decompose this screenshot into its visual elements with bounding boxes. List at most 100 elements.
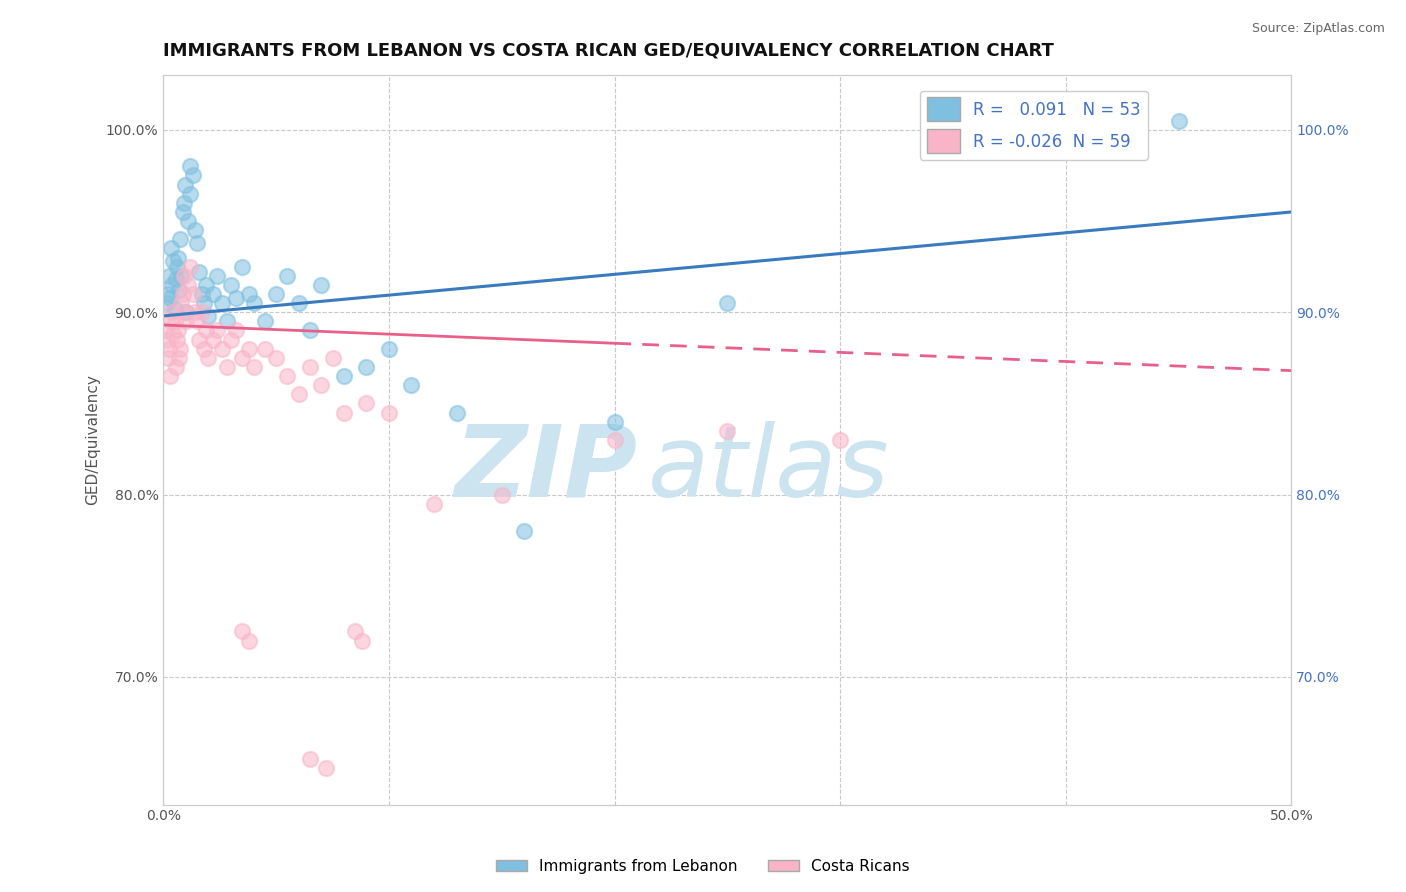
Point <box>184 305 207 319</box>
Point <box>287 387 309 401</box>
Point <box>179 260 201 274</box>
Point <box>298 359 321 374</box>
Point <box>156 351 179 365</box>
Point <box>193 296 215 310</box>
Text: Source: ZipAtlas.com: Source: ZipAtlas.com <box>1251 22 1385 36</box>
Point <box>170 296 193 310</box>
Point <box>309 277 332 292</box>
Point <box>378 342 401 356</box>
Point <box>181 169 204 183</box>
Point <box>156 287 179 301</box>
Point <box>173 305 195 319</box>
Point <box>231 624 253 639</box>
Text: IMMIGRANTS FROM LEBANON VS COSTA RICAN GED/EQUIVALENCY CORRELATION CHART: IMMIGRANTS FROM LEBANON VS COSTA RICAN G… <box>163 42 1054 60</box>
Point <box>231 351 253 365</box>
Point <box>177 214 200 228</box>
Point <box>219 333 242 347</box>
Point <box>167 324 190 338</box>
Point <box>173 195 195 210</box>
Point <box>333 369 356 384</box>
Point <box>186 314 208 328</box>
Point <box>159 369 181 384</box>
Point <box>156 333 179 347</box>
Text: ZIP: ZIP <box>454 421 637 517</box>
Point <box>156 296 179 310</box>
Point <box>190 305 212 319</box>
Point <box>160 314 183 328</box>
Point <box>603 415 626 429</box>
Point <box>179 160 201 174</box>
Point <box>219 277 242 292</box>
Point <box>315 761 337 775</box>
Legend: Immigrants from Lebanon, Costa Ricans: Immigrants from Lebanon, Costa Ricans <box>491 853 915 880</box>
Point <box>166 260 188 274</box>
Point <box>173 268 195 283</box>
Point <box>215 314 238 328</box>
Point <box>716 424 738 438</box>
Point <box>163 301 186 316</box>
Point <box>201 287 224 301</box>
Point <box>356 359 378 374</box>
Point <box>287 296 309 310</box>
Point <box>211 342 233 356</box>
Legend: R =   0.091   N = 53, R = -0.026  N = 59: R = 0.091 N = 53, R = -0.026 N = 59 <box>920 91 1147 160</box>
Point <box>333 406 356 420</box>
Point <box>190 287 212 301</box>
Point <box>159 291 181 305</box>
Point <box>264 351 287 365</box>
Point <box>167 351 190 365</box>
Point <box>830 433 852 447</box>
Point <box>173 178 195 192</box>
Point <box>195 277 218 292</box>
Point <box>195 324 218 338</box>
Point <box>172 205 194 219</box>
Point <box>193 342 215 356</box>
Point <box>170 268 193 283</box>
Point <box>242 296 264 310</box>
Point <box>165 359 187 374</box>
Point <box>378 406 401 420</box>
Point <box>157 342 180 356</box>
Point <box>215 359 238 374</box>
Point <box>423 497 446 511</box>
Point <box>264 287 287 301</box>
Point <box>172 287 194 301</box>
Y-axis label: GED/Equivalency: GED/Equivalency <box>86 375 100 506</box>
Point <box>160 242 183 256</box>
Point <box>207 268 229 283</box>
Point <box>225 291 247 305</box>
Point <box>231 260 253 274</box>
Point <box>186 235 208 250</box>
Point <box>1167 113 1189 128</box>
Point <box>276 268 298 283</box>
Point <box>513 524 536 538</box>
Point <box>211 296 233 310</box>
Point <box>253 342 276 356</box>
Point <box>446 406 468 420</box>
Point <box>242 359 264 374</box>
Point <box>155 324 177 338</box>
Point <box>162 327 184 342</box>
Point <box>188 265 211 279</box>
Point <box>166 333 188 347</box>
Point <box>201 333 224 347</box>
Point <box>491 488 513 502</box>
Point <box>238 287 260 301</box>
Point <box>197 309 219 323</box>
Point <box>167 251 190 265</box>
Point <box>179 186 201 201</box>
Point <box>344 624 367 639</box>
Point <box>238 342 260 356</box>
Point <box>225 324 247 338</box>
Point <box>174 305 197 319</box>
Point <box>322 351 344 365</box>
Point <box>276 369 298 384</box>
Point <box>162 305 184 319</box>
Point <box>350 633 373 648</box>
Point <box>165 272 187 286</box>
Point <box>181 287 204 301</box>
Point <box>157 268 180 283</box>
Point <box>184 223 207 237</box>
Point <box>207 324 229 338</box>
Point <box>177 277 200 292</box>
